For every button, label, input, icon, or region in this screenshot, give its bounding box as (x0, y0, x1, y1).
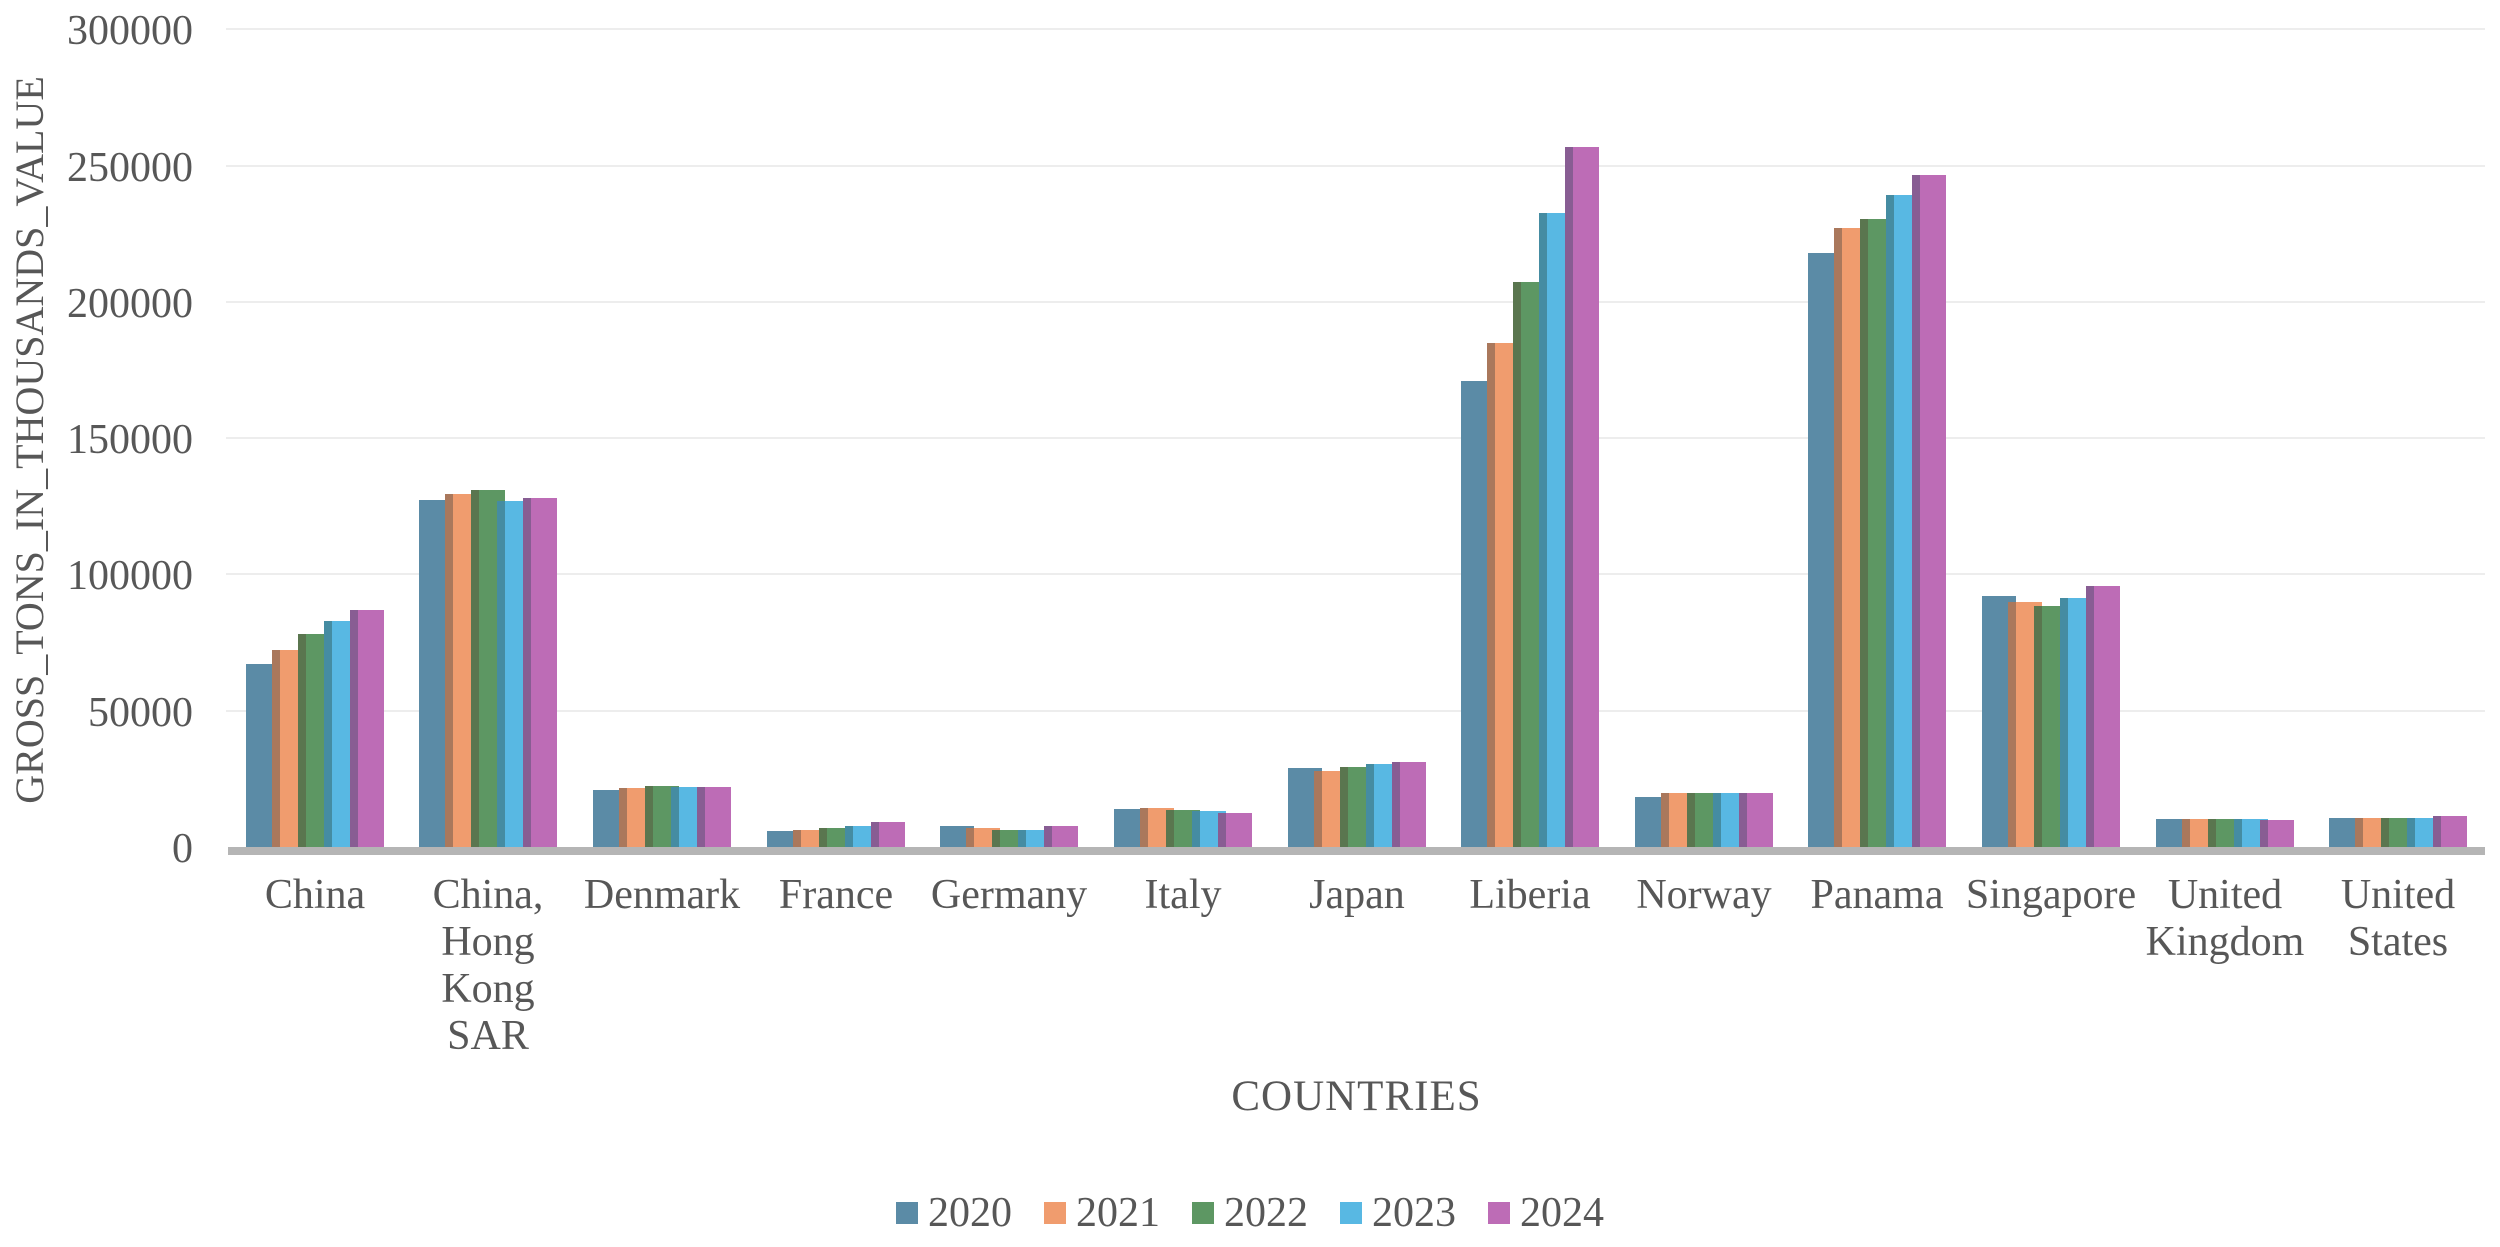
legend-item-2023: 2023 (1340, 1190, 1456, 1236)
x-category-label-line: China (264, 872, 366, 918)
y-tick-label-150000: 150000 (67, 417, 193, 464)
bar-2024-china (350, 610, 384, 847)
legend-label-2021: 2021 (1076, 1190, 1160, 1236)
gridline-300000 (226, 28, 2485, 31)
x-category-label-line: Liberia (1469, 872, 1591, 918)
x-category-label-line: States (2347, 919, 2449, 965)
gridline-50000 (226, 709, 2485, 712)
legend-swatch-2020 (896, 1202, 918, 1224)
gridline-150000 (226, 437, 2485, 440)
gridline-100000 (226, 573, 2485, 576)
x-category-label-line: Germany (930, 872, 1088, 918)
x-axis-line (228, 847, 2485, 855)
x-category-label-singapore: Singapore (1921, 872, 2181, 919)
x-category-label-line: China, (432, 872, 544, 918)
x-category-label-line: Singapore (1965, 872, 2137, 918)
x-category-label-liberia: Liberia (1400, 872, 1660, 919)
x-category-label-united-states: United States (2268, 872, 2500, 966)
bar-2024-france (871, 822, 905, 847)
bar-2024-singapore (2086, 586, 2120, 847)
x-category-label-japan: Japan (1227, 872, 1487, 919)
bar-2021-france (793, 830, 827, 847)
bar-2024-united-states (2433, 816, 2467, 847)
x-category-label-panama: Panama (1747, 872, 2007, 919)
x-category-label-line: Hong (441, 919, 535, 965)
y-tick-label-300000: 300000 (67, 8, 193, 55)
bar-2024-panama (1912, 175, 1946, 847)
bar-2024-italy (1218, 813, 1252, 847)
bar-2024-japan (1392, 762, 1426, 847)
legend-label-2020: 2020 (928, 1190, 1012, 1236)
x-category-label-line: United (2167, 872, 2283, 918)
legend-swatch-2024 (1488, 1202, 1510, 1224)
gridline-250000 (226, 164, 2485, 167)
x-category-label-france: France (706, 872, 966, 919)
x-category-label-line: SAR (447, 1013, 529, 1059)
bar-2023-germany (1018, 830, 1052, 847)
legend-label-2023: 2023 (1372, 1190, 1456, 1236)
bar-2022-germany (992, 830, 1026, 847)
x-category-label-norway: Norway (1574, 872, 1834, 919)
gridline-200000 (226, 300, 2485, 303)
x-category-label-line: Norway (1636, 872, 1772, 918)
bar-2022-france (819, 828, 853, 847)
y-tick-label-200000: 200000 (67, 280, 193, 327)
legend-swatch-2021 (1044, 1202, 1066, 1224)
x-category-label-line: Kingdom (2145, 919, 2305, 965)
bar-2024-germany (1044, 826, 1078, 847)
x-category-label-germany: Germany (879, 872, 1139, 919)
bar-2020-france (767, 831, 801, 847)
legend-label-2024: 2024 (1520, 1190, 1604, 1236)
x-category-label-united-kingdom: United Kingdom (2095, 872, 2355, 966)
legend-label-2022: 2022 (1224, 1190, 1308, 1236)
y-tick-label-250000: 250000 (67, 144, 193, 191)
legend-swatch-2022 (1192, 1202, 1214, 1224)
x-category-label-line: United (2340, 872, 2456, 918)
x-category-label-line: Panama (1810, 872, 1944, 918)
legend: 2020 2021 2022 2023 2024 (0, 1190, 2500, 1236)
legend-item-2020: 2020 (896, 1190, 1012, 1236)
legend-item-2022: 2022 (1192, 1190, 1308, 1236)
bar-2024-china-hong-kong-sar (523, 498, 557, 847)
x-category-label-line: France (778, 872, 894, 918)
x-category-label-china-hong-kong-sar: China, Hong Kong SAR (358, 872, 618, 1060)
bar-2024-denmark (697, 787, 731, 847)
x-category-label-line: Denmark (583, 872, 741, 918)
x-category-label-line: Kong (441, 966, 535, 1012)
x-category-label-line: Italy (1144, 872, 1222, 918)
legend-item-2024: 2024 (1488, 1190, 1604, 1236)
bar-2020-germany (940, 826, 974, 847)
legend-swatch-2023 (1340, 1202, 1362, 1224)
y-tick-label-50000: 50000 (88, 689, 193, 736)
x-category-label-china: China (185, 872, 445, 919)
legend-item-2021: 2021 (1044, 1190, 1160, 1236)
x-category-label-denmark: Denmark (532, 872, 792, 919)
bar-2021-germany (966, 828, 1000, 847)
y-tick-label-100000: 100000 (67, 553, 193, 600)
bar-2024-united-kingdom (2260, 820, 2294, 847)
y-tick-label-0: 0 (172, 826, 193, 872)
bar-2023-france (845, 826, 879, 847)
bar-2024-norway (1739, 793, 1773, 847)
x-category-label-line: Japan (1309, 872, 1405, 918)
x-axis-title: COUNTRIES (1231, 1073, 1482, 1120)
bar-2024-liberia (1565, 147, 1599, 847)
x-category-label-italy: Italy (1053, 872, 1313, 919)
